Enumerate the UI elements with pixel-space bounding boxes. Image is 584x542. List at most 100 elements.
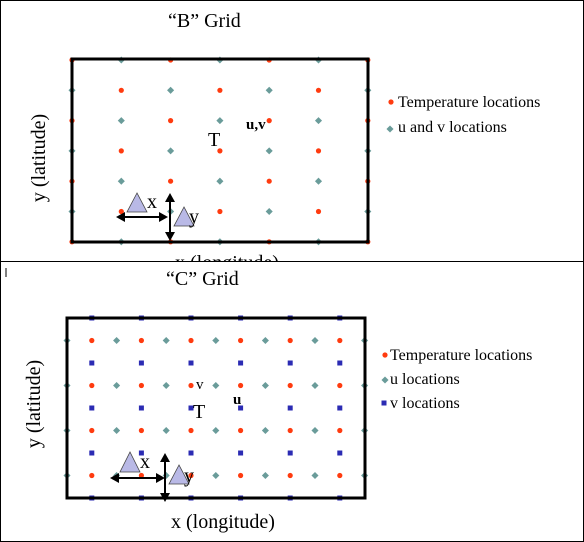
temperature-node — [138, 472, 144, 479]
c-dy-label: y — [184, 465, 194, 487]
c-legend-v-marker — [381, 400, 387, 406]
temperature-node — [238, 382, 244, 389]
uv-node — [216, 117, 224, 125]
u-node — [261, 381, 269, 390]
temperature-node — [188, 337, 194, 344]
b-temperature-label: T — [208, 129, 220, 151]
temperature-node — [287, 337, 293, 344]
temperature-node — [287, 472, 293, 479]
v-node — [138, 405, 144, 411]
c-legend-v-label: v locations — [390, 395, 460, 412]
b-uv-label: u,v — [246, 117, 266, 133]
u-node — [162, 381, 170, 390]
temperature-node — [315, 148, 322, 154]
b-legend-uv-label: u and v locations — [398, 119, 507, 136]
c-legend-temperature-label: Temperature locations — [390, 347, 532, 364]
v-node — [89, 360, 95, 366]
c-v-label: v — [196, 377, 204, 393]
temperature-node — [118, 208, 124, 215]
v-node — [337, 360, 343, 366]
b-grid-panel: “B” Grid T u,v y (latitude) x y x (longi… — [28, 10, 540, 274]
temperature-node — [337, 337, 343, 344]
u-node — [113, 336, 121, 345]
u-node — [113, 426, 121, 435]
uv-node — [167, 147, 175, 155]
u-node — [261, 426, 269, 435]
c-u-label: u — [233, 392, 241, 408]
b-delta-y-icon — [173, 206, 195, 227]
u-node — [212, 336, 220, 345]
c-y-axis-label: y (latitude) — [23, 360, 45, 448]
u-node — [261, 471, 269, 480]
b-legend-temperature-label: Temperature locations — [398, 94, 540, 111]
c-delta-y-icon — [168, 464, 190, 485]
temperature-node — [89, 337, 95, 344]
temperature-node — [266, 178, 272, 184]
u-node — [113, 381, 121, 390]
c-legend-u-marker — [381, 376, 389, 384]
temperature-node — [287, 382, 293, 389]
v-node — [238, 450, 244, 456]
b-dy-arrow-up-head — [165, 193, 175, 202]
u-node — [212, 381, 220, 390]
uv-node — [265, 147, 273, 155]
uv-node — [216, 177, 224, 185]
c-dx-arrow-right-head — [156, 473, 165, 483]
uv-node — [167, 86, 175, 94]
temperature-node — [89, 472, 95, 479]
temperature-node — [315, 87, 322, 93]
b-dy-label: y — [189, 206, 199, 228]
temperature-node — [238, 337, 244, 344]
b-legend-uv-marker — [386, 125, 394, 133]
temperature-node — [89, 382, 95, 389]
c-delta-x-icon — [119, 451, 141, 473]
temperature-node — [217, 87, 223, 93]
temperature-node — [287, 427, 293, 434]
c-legend-temperature-marker — [382, 352, 388, 358]
uv-node — [314, 117, 323, 125]
u-node — [311, 471, 319, 480]
temperature-node — [118, 87, 124, 93]
temperature-node — [217, 208, 223, 215]
b-x-axis-label: x (longitude) — [175, 252, 279, 274]
temperature-node — [138, 382, 144, 389]
v-node — [238, 360, 244, 366]
temperature-node — [337, 427, 343, 434]
v-node — [188, 450, 194, 456]
u-node — [311, 426, 319, 435]
temperature-node — [217, 148, 223, 154]
v-node — [337, 450, 343, 456]
v-node — [188, 360, 194, 366]
temperature-node — [188, 427, 194, 434]
temperature-node — [188, 382, 194, 389]
temperature-node — [168, 178, 174, 184]
temperature-node — [138, 427, 144, 434]
c-dx-arrow-left-head — [110, 473, 119, 483]
c-dx-label: x — [140, 451, 150, 473]
temperature-node — [168, 118, 174, 124]
c-grid-nodes — [63, 315, 369, 501]
c-grid-panel: “C” Grid T v u y (latitude) x y x (longi… — [23, 268, 532, 533]
c-temperature-label: T — [193, 401, 205, 423]
b-dx-arrow-left-head — [116, 212, 125, 222]
b-dy-arrow-down-head — [165, 232, 175, 241]
temperature-node — [118, 148, 124, 154]
uv-node — [314, 177, 323, 185]
v-node — [287, 405, 293, 411]
temperature-node — [138, 337, 144, 344]
uv-node — [265, 207, 273, 216]
b-grid-title: “B” Grid — [168, 10, 241, 32]
v-node — [238, 405, 244, 411]
v-node — [138, 360, 144, 366]
uv-node — [265, 86, 273, 94]
u-node — [212, 471, 220, 480]
b-legend-temperature-marker — [388, 99, 394, 105]
c-grid-title: “C” Grid — [166, 268, 239, 290]
v-node — [287, 360, 293, 366]
u-node — [311, 336, 319, 345]
c-dy-arrow-down-head — [160, 493, 170, 502]
u-node — [261, 336, 269, 345]
temperature-node — [238, 427, 244, 434]
b-delta-x-icon — [126, 192, 148, 213]
